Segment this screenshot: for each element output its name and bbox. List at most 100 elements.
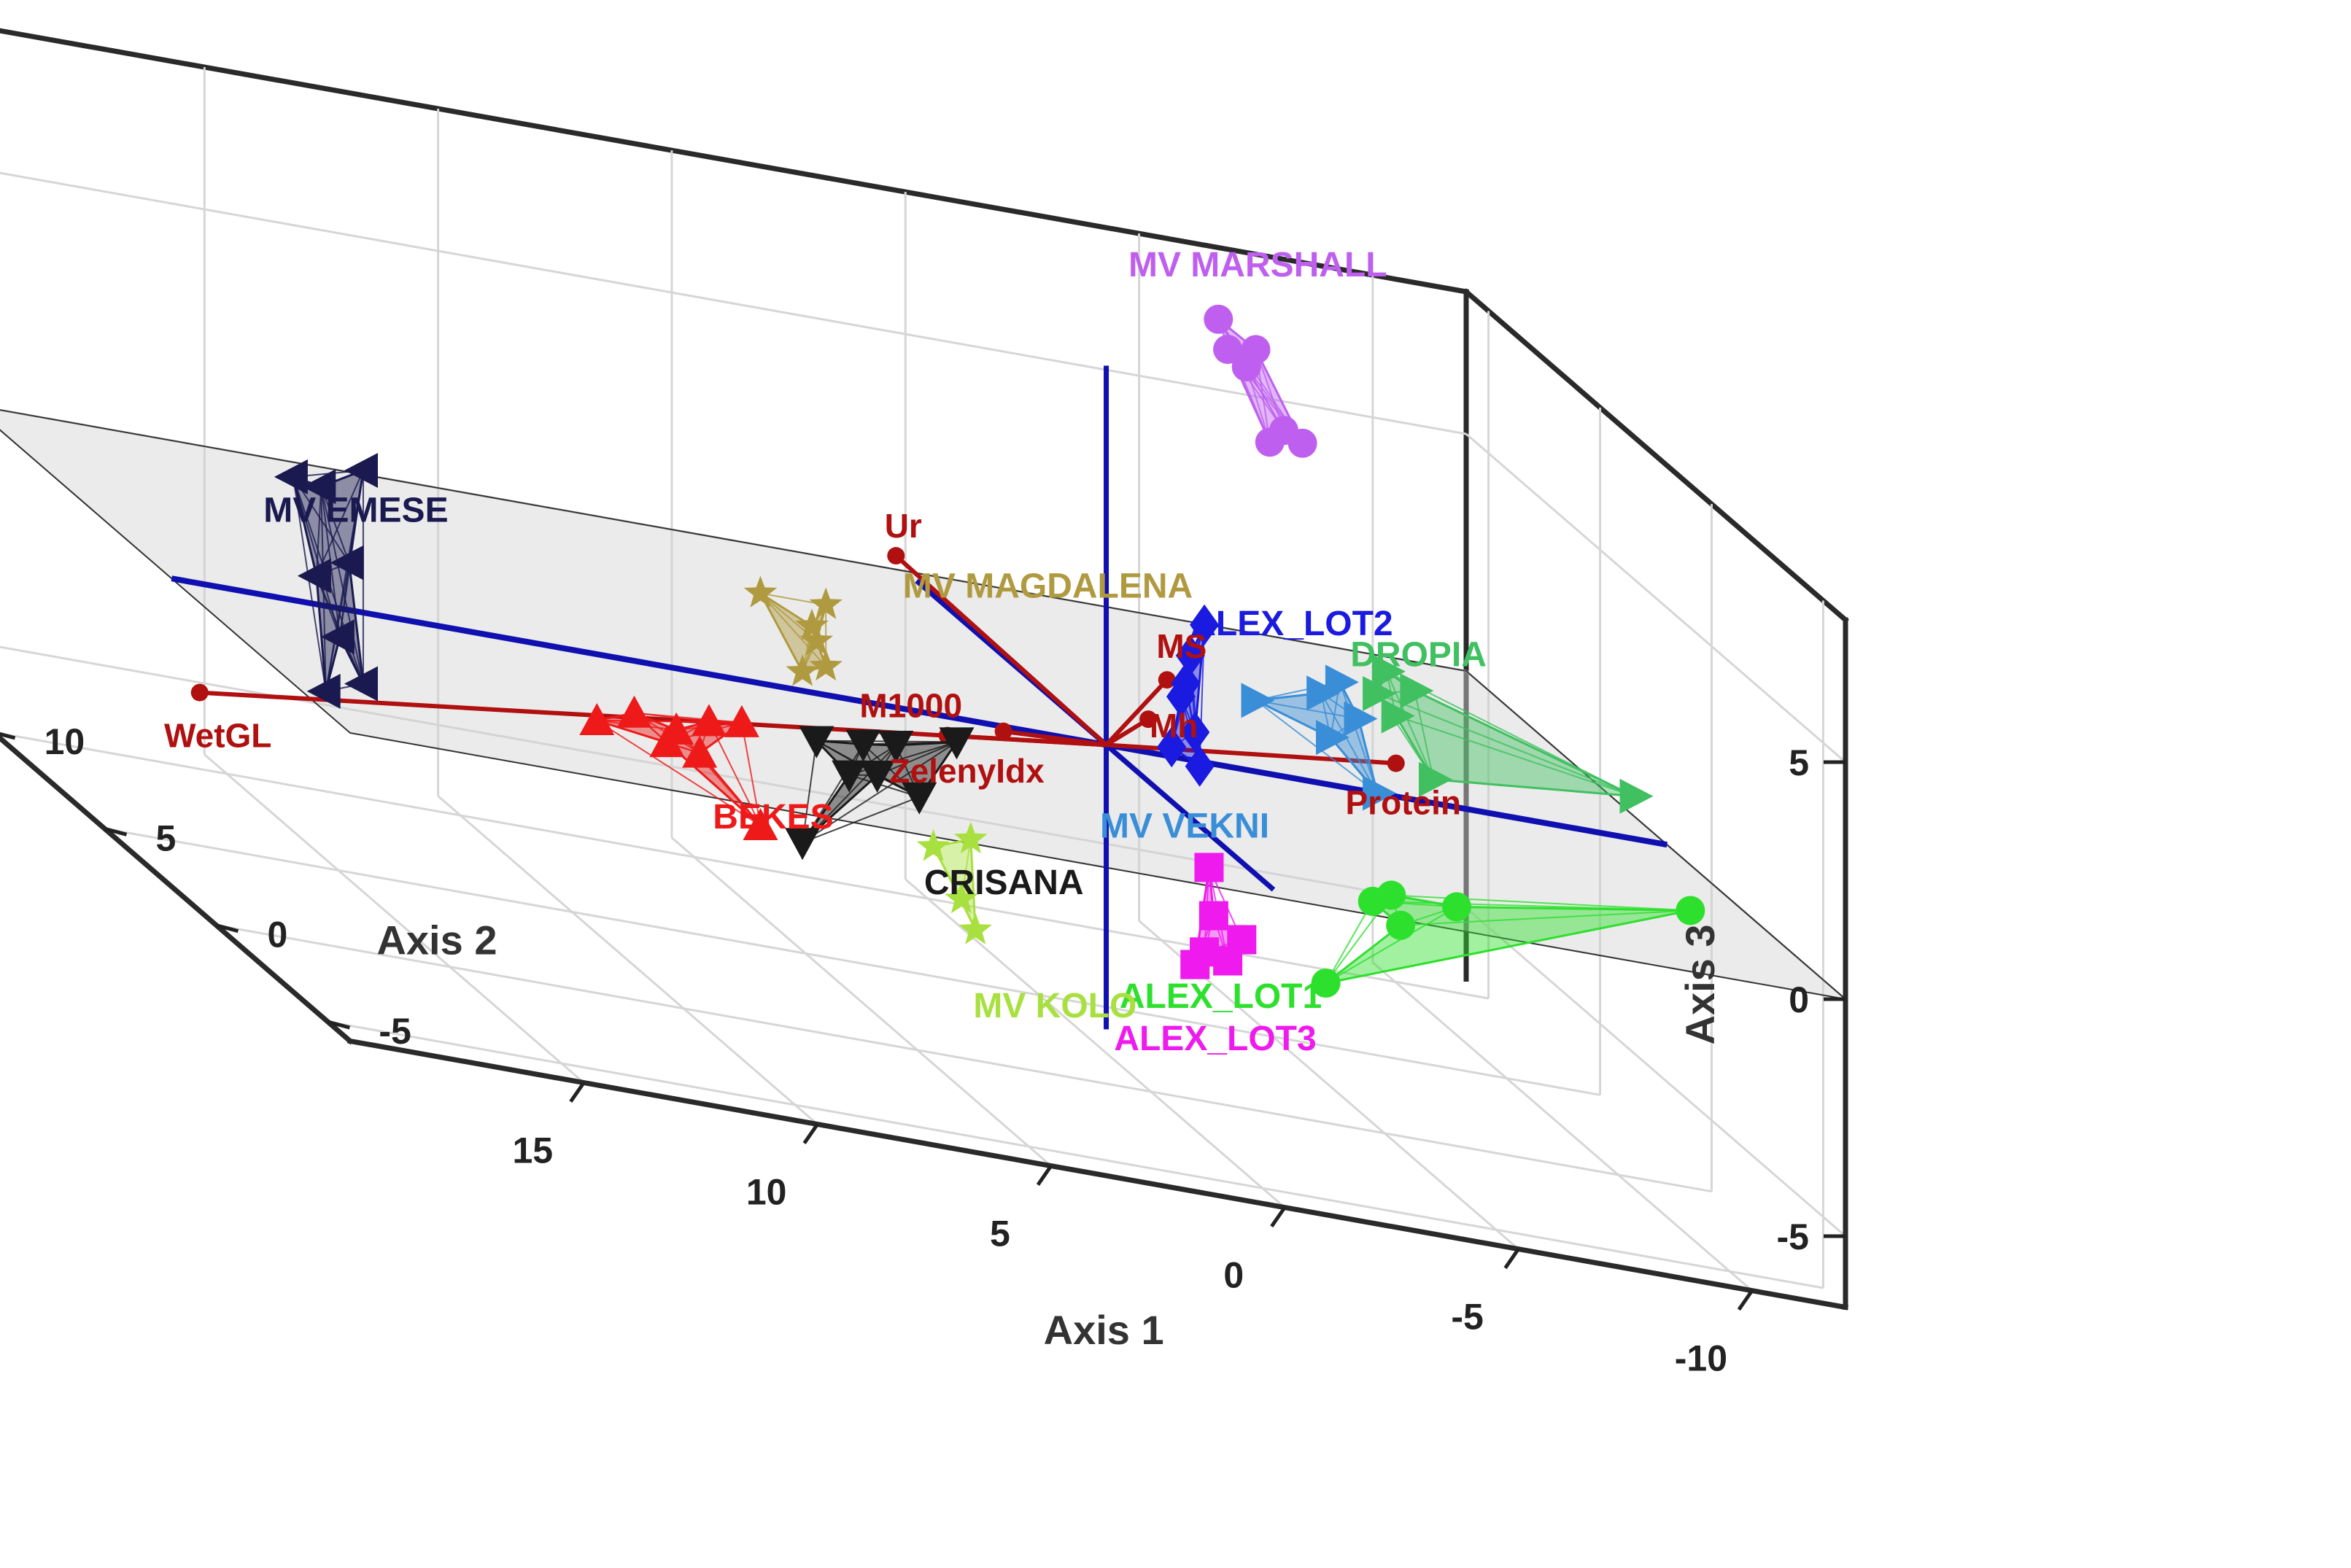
- vector-label: M1000: [859, 687, 962, 725]
- group-spoke: [325, 562, 350, 692]
- x-tick: [1036, 1165, 1053, 1187]
- group-spoke: [1325, 924, 1401, 984]
- grid-line: [1371, 961, 1753, 1292]
- data-point: [743, 575, 778, 608]
- data-point: [785, 828, 821, 861]
- group-spoke: [1391, 894, 1691, 912]
- group-spoke: [802, 740, 818, 843]
- data-point: [1190, 604, 1220, 645]
- loading-vector-tip: [1387, 754, 1405, 772]
- group-spoke: [320, 486, 364, 684]
- data-point: [1381, 698, 1415, 734]
- group-spoke: [292, 476, 317, 576]
- group-spoke: [596, 720, 762, 826]
- y-tick-label: 5: [156, 818, 177, 858]
- axis-ticks: [0, 731, 1845, 1311]
- group-spoke: [740, 722, 762, 826]
- x-tick-label: 0: [1223, 1255, 1244, 1296]
- data-point: [1357, 886, 1387, 916]
- y-tick: [0, 731, 16, 740]
- data-point: [799, 624, 834, 656]
- data-point: [958, 912, 992, 944]
- data-point: [297, 558, 331, 594]
- loading-vector-protein: [1106, 742, 1396, 766]
- group-spoke: [1395, 715, 1635, 797]
- group-mv-kolo: [916, 821, 992, 944]
- group-alex-lot1: [1311, 880, 1705, 998]
- y-tick-label: 0: [267, 915, 287, 955]
- data-point: [878, 731, 914, 763]
- box-edge: [0, 28, 1470, 295]
- group-spoke: [1414, 690, 1635, 797]
- z-tick-label: 5: [1789, 742, 1809, 783]
- grid-line: [104, 827, 1600, 1096]
- vector-label: Mh: [1150, 707, 1198, 745]
- data-point: [1371, 653, 1406, 689]
- grid-line: [204, 753, 585, 1084]
- x-tick-label: -10: [1675, 1338, 1727, 1379]
- data-point: [1619, 778, 1654, 814]
- data-point: [939, 727, 975, 760]
- group-label: ALEX_LOT1: [1120, 977, 1322, 1016]
- data-point: [1198, 901, 1228, 931]
- data-point: [832, 760, 867, 793]
- group-mv-emese: [274, 453, 378, 709]
- group-spoke: [759, 592, 826, 667]
- box-edge: [0, 734, 354, 1045]
- data-point: [1419, 761, 1452, 797]
- group-spoke: [292, 476, 327, 692]
- data-point: [1316, 720, 1349, 756]
- group-bekes: [579, 695, 778, 840]
- reference-axis-1: [171, 575, 1668, 848]
- group-label: ALEX_LOT2: [1190, 605, 1393, 643]
- data-point: [1185, 745, 1215, 787]
- group-spoke: [1386, 671, 1434, 780]
- group-spoke: [708, 721, 762, 826]
- z-tick-label: -5: [1777, 1216, 1809, 1257]
- group-label: CRISANA: [924, 863, 1084, 902]
- loading-vector-ur: [894, 554, 1108, 747]
- data-point: [799, 726, 834, 758]
- grid-line: [216, 924, 1712, 1193]
- x-axis-title: Axis 1: [1044, 1307, 1164, 1353]
- y-tick: [327, 1020, 351, 1030]
- data-point: [859, 761, 895, 793]
- x-tick: [1270, 1206, 1287, 1228]
- loading-vector-tip: [1158, 671, 1176, 689]
- grid-line: [670, 837, 1052, 1167]
- group-spoke: [1414, 690, 1434, 780]
- grid-line: [0, 171, 1467, 435]
- x-tick: [1503, 1248, 1520, 1270]
- data-point: [1311, 968, 1341, 998]
- group-spoke: [596, 720, 667, 744]
- group-spoke: [348, 562, 364, 684]
- z-tick-label: 0: [1789, 979, 1809, 1020]
- group-spoke: [1376, 693, 1635, 797]
- group-label: BEKES: [713, 798, 833, 837]
- x-tick-label: -5: [1451, 1297, 1483, 1338]
- group-spoke: [1372, 900, 1691, 912]
- group-spoke: [1339, 682, 1379, 793]
- group-label: MV MAGDALENA: [903, 567, 1193, 605]
- group-spoke: [759, 592, 804, 672]
- loading-vector-tip: [1139, 710, 1158, 729]
- group-label: ALEX_LOT3: [1114, 1020, 1316, 1058]
- data-point: [692, 704, 727, 737]
- group-spoke: [320, 486, 350, 563]
- data-point: [274, 459, 308, 494]
- vector-label: WetGL: [164, 717, 271, 755]
- data-point: [302, 469, 336, 505]
- data-point: [330, 545, 364, 581]
- data-point: [1241, 335, 1271, 365]
- group-spoke: [1325, 909, 1691, 984]
- data-point: [1157, 726, 1187, 768]
- loading-vector-tip: [887, 547, 905, 565]
- data-point: [616, 695, 652, 728]
- data-point: [1180, 712, 1210, 753]
- grid-line: [1465, 907, 1846, 1238]
- data-point: [1363, 676, 1397, 711]
- vector-label: Ur: [885, 507, 922, 545]
- loading-vector-ms: [1104, 678, 1169, 747]
- group-crisana: [785, 726, 975, 861]
- group-spoke: [634, 712, 710, 723]
